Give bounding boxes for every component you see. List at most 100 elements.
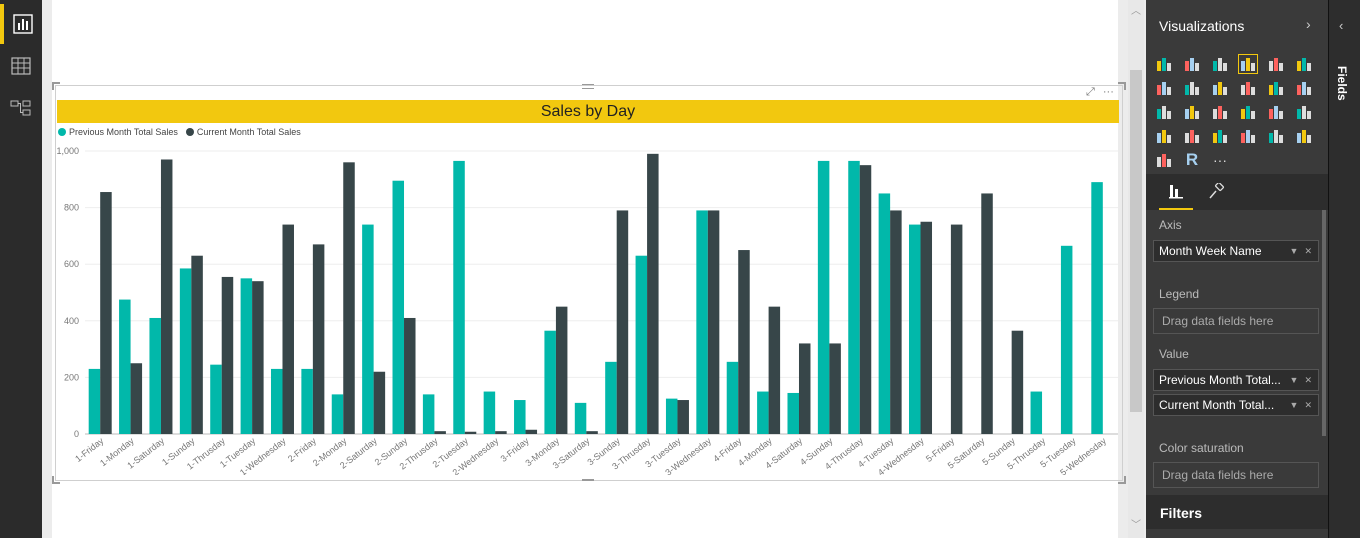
bar-current[interactable] (130, 363, 143, 434)
bar-current[interactable] (647, 153, 659, 434)
tab-fields[interactable] (1159, 174, 1193, 210)
bar-current[interactable] (434, 431, 446, 434)
bar-current[interactable] (373, 371, 386, 434)
scroll-down-icon[interactable]: ﹀ (1131, 520, 1141, 531)
bar-previous[interactable] (909, 224, 921, 434)
bar-previous[interactable] (179, 268, 192, 434)
bar-previous[interactable] (270, 368, 283, 434)
bar-current[interactable] (768, 306, 781, 434)
bar-previous[interactable] (817, 160, 830, 434)
bar-current[interactable] (191, 255, 203, 434)
stacked-area-icon[interactable] (1210, 78, 1230, 98)
funnel-icon[interactable] (1182, 126, 1202, 146)
bar-previous[interactable] (574, 402, 587, 434)
multi-row-card-icon[interactable] (1238, 126, 1258, 146)
bar-current[interactable] (798, 343, 811, 434)
relationships-view-button[interactable] (0, 88, 42, 128)
bar-previous[interactable] (635, 255, 648, 434)
report-view-button[interactable] (0, 4, 42, 44)
bar-current[interactable] (100, 192, 112, 434)
focus-mode-icon[interactable]: ⤢ (1086, 86, 1095, 98)
scroll-up-icon[interactable]: ︿ (1131, 6, 1141, 17)
bar-current[interactable] (464, 431, 477, 434)
legend-item-previous[interactable]: Previous Month Total Sales (58, 127, 178, 137)
bar-previous[interactable] (453, 160, 465, 434)
legend-drop-zone[interactable]: Drag data fields here (1153, 308, 1319, 334)
bar-current[interactable] (677, 400, 689, 434)
slicer-icon[interactable] (1294, 126, 1314, 146)
bar-previous[interactable] (514, 400, 526, 434)
bar-previous[interactable] (665, 398, 678, 434)
bar-previous[interactable] (848, 160, 860, 434)
collapse-pane-icon[interactable]: › (1306, 16, 1311, 32)
scatter-chart-icon[interactable] (1154, 102, 1174, 122)
more-options-icon[interactable]: ··· (1102, 86, 1114, 98)
100-stacked-column-icon[interactable] (1294, 54, 1314, 74)
bar-previous[interactable] (605, 361, 617, 434)
map-icon[interactable] (1238, 102, 1258, 122)
resize-handle-bottom-left[interactable] (52, 476, 60, 484)
bar-previous[interactable] (1091, 182, 1103, 434)
legend-item-current[interactable]: Current Month Total Sales (185, 127, 301, 137)
line-column-icon[interactable] (1238, 78, 1258, 98)
donut-chart-icon[interactable] (1154, 150, 1174, 170)
bar-current[interactable] (890, 210, 902, 434)
more-visuals-icon[interactable]: ··· (1213, 152, 1227, 168)
resize-handle-bottom[interactable] (582, 479, 594, 482)
axis-field-pill[interactable]: Month Week Name ▼ ✕ (1153, 240, 1319, 262)
bar-current[interactable] (555, 306, 568, 434)
bar-previous[interactable] (787, 392, 799, 434)
bar-current[interactable] (312, 244, 325, 434)
bar-previous[interactable] (878, 193, 891, 434)
bar-previous[interactable] (757, 391, 769, 434)
bar-current[interactable] (252, 281, 264, 434)
bar-current[interactable] (981, 193, 993, 434)
bar-current[interactable] (221, 276, 234, 434)
bar-current[interactable] (282, 224, 294, 434)
drag-grip-top[interactable] (582, 84, 594, 89)
bar-previous[interactable] (422, 394, 435, 434)
expand-fields-icon[interactable]: ‹ (1339, 18, 1344, 33)
tab-format[interactable] (1199, 174, 1233, 210)
bar-previous[interactable] (301, 368, 313, 434)
bar-previous[interactable] (392, 180, 405, 434)
color-saturation-drop-zone[interactable]: Drag data fields here (1153, 462, 1319, 488)
stacked-bar-icon[interactable] (1154, 54, 1174, 74)
bar-previous[interactable] (483, 391, 496, 434)
area-chart-icon[interactable] (1182, 78, 1202, 98)
matrix-icon[interactable] (1294, 102, 1314, 122)
bar-current[interactable] (616, 210, 629, 434)
r-visual-icon[interactable]: R (1185, 150, 1199, 169)
bar-current[interactable] (404, 317, 416, 434)
bar-current[interactable] (738, 250, 750, 434)
gauge-icon[interactable] (1210, 126, 1230, 146)
bar-current[interactable] (829, 343, 841, 434)
bar-current[interactable] (707, 210, 720, 434)
line-clustered-column-icon[interactable] (1266, 78, 1286, 98)
100-stacked-bar-icon[interactable] (1266, 54, 1286, 74)
bar-current[interactable] (343, 162, 355, 434)
bar-previous[interactable] (119, 299, 131, 434)
pane-scrollbar[interactable] (1322, 210, 1326, 436)
bar-previous[interactable] (149, 317, 161, 434)
pie-chart-icon[interactable] (1182, 102, 1202, 122)
chevron-down-icon[interactable]: ▼ (1289, 400, 1299, 410)
bar-current[interactable] (859, 165, 872, 434)
stacked-column-icon[interactable] (1182, 54, 1202, 74)
bar-current[interactable] (525, 429, 538, 434)
bar-current[interactable] (160, 159, 173, 435)
canvas-scrollbar[interactable]: ︿ ﹀ (1128, 0, 1144, 538)
bar-previous[interactable] (88, 368, 101, 434)
bar-previous[interactable] (362, 224, 374, 434)
bar-previous[interactable] (240, 278, 253, 434)
bar-previous[interactable] (726, 361, 739, 434)
report-page[interactable] (52, 0, 1118, 538)
filled-map-icon[interactable] (1154, 126, 1174, 146)
card-icon[interactable] (1266, 126, 1286, 146)
value-field-pill-1[interactable]: Previous Month Total... ▼ ✕ (1153, 369, 1319, 391)
bar-previous[interactable] (544, 330, 556, 434)
remove-field-icon[interactable]: ✕ (1304, 245, 1312, 256)
bar-current[interactable] (920, 221, 933, 434)
chevron-down-icon[interactable]: ▼ (1289, 375, 1299, 385)
canvas-scroll-thumb[interactable] (1130, 70, 1142, 412)
